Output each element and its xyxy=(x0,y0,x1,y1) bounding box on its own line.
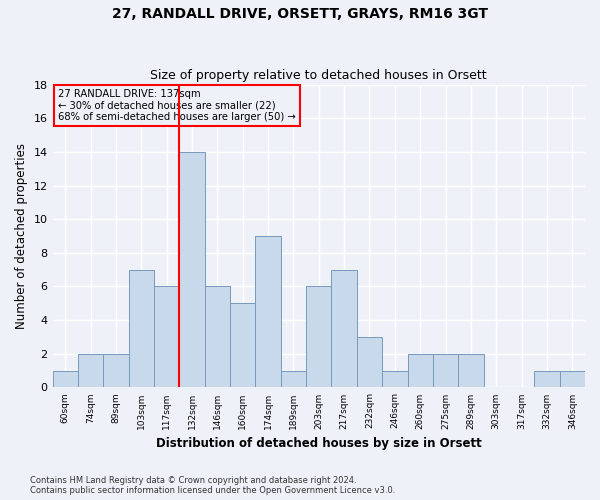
Bar xyxy=(560,370,585,388)
Text: 27 RANDALL DRIVE: 137sqm
← 30% of detached houses are smaller (22)
68% of semi-d: 27 RANDALL DRIVE: 137sqm ← 30% of detach… xyxy=(58,89,296,122)
Text: 27, RANDALL DRIVE, ORSETT, GRAYS, RM16 3GT: 27, RANDALL DRIVE, ORSETT, GRAYS, RM16 3… xyxy=(112,8,488,22)
Text: Contains HM Land Registry data © Crown copyright and database right 2024.
Contai: Contains HM Land Registry data © Crown c… xyxy=(30,476,395,495)
Bar xyxy=(128,270,154,388)
Bar xyxy=(256,236,281,388)
Bar xyxy=(331,270,357,388)
Bar xyxy=(78,354,103,388)
Bar xyxy=(154,286,179,388)
Y-axis label: Number of detached properties: Number of detached properties xyxy=(15,143,28,329)
Bar xyxy=(53,370,78,388)
Title: Size of property relative to detached houses in Orsett: Size of property relative to detached ho… xyxy=(151,69,487,82)
Bar xyxy=(407,354,433,388)
Bar xyxy=(382,370,407,388)
Bar xyxy=(179,152,205,388)
Bar xyxy=(230,304,256,388)
X-axis label: Distribution of detached houses by size in Orsett: Distribution of detached houses by size … xyxy=(156,437,482,450)
Bar xyxy=(281,370,306,388)
Bar xyxy=(534,370,560,388)
Bar xyxy=(433,354,458,388)
Bar xyxy=(103,354,128,388)
Bar xyxy=(205,286,230,388)
Bar xyxy=(306,286,331,388)
Bar xyxy=(357,337,382,388)
Bar xyxy=(458,354,484,388)
